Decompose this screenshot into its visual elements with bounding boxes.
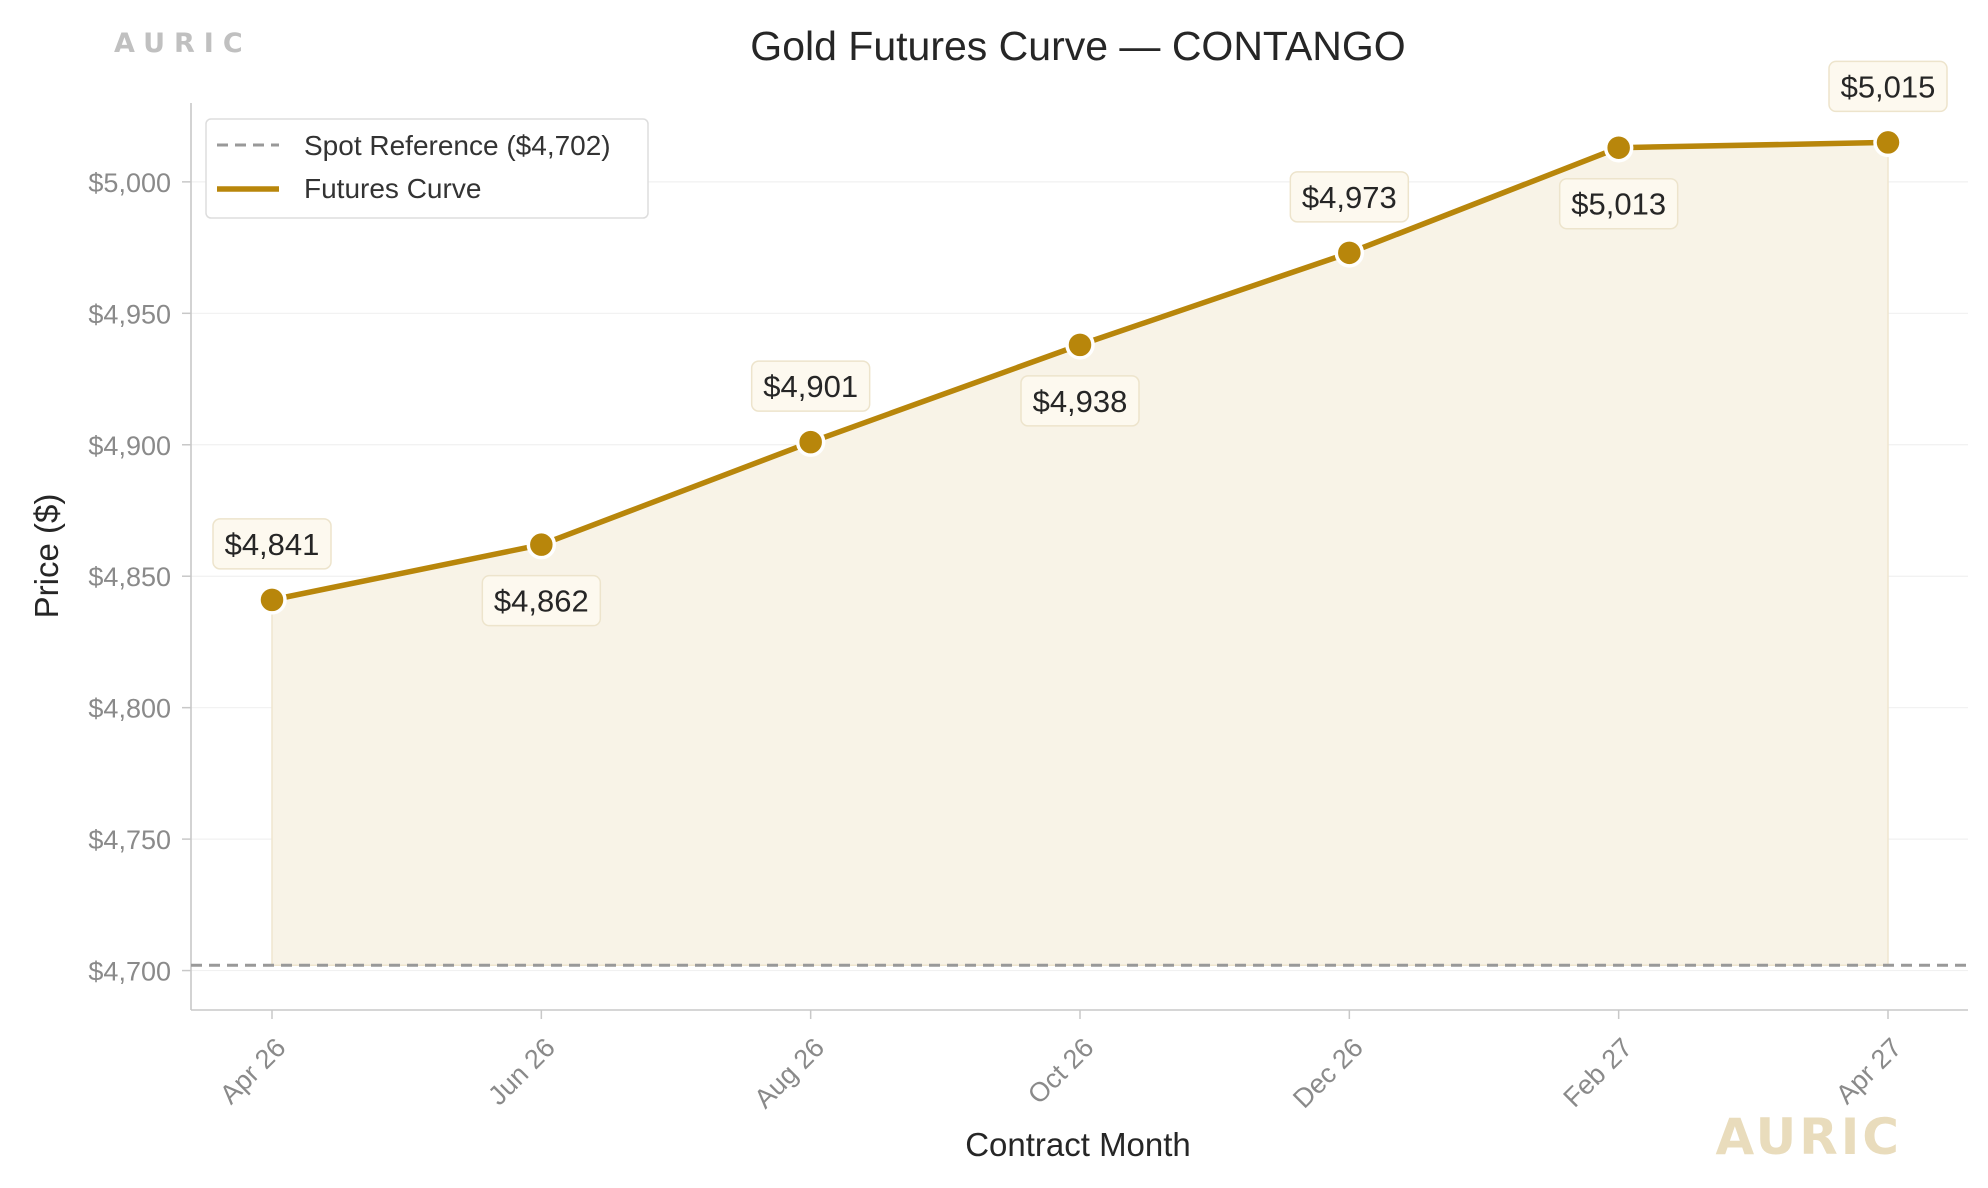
legend-box [205, 118, 649, 219]
data-label-text: $4,862 [494, 584, 589, 619]
data-label-text: $4,973 [1302, 180, 1397, 215]
y-tick-label: $4,850 [88, 562, 171, 592]
data-point [1334, 238, 1365, 268]
data-label-box [1020, 375, 1140, 427]
data-point [795, 427, 826, 457]
data-label: $4,938 [1020, 375, 1140, 427]
data-label: $4,973 [1289, 171, 1410, 223]
data-point [1603, 132, 1634, 163]
x-axis-title: Contract Month [965, 1126, 1191, 1163]
data-label: $4,862 [481, 574, 602, 627]
y-tick-label: $4,950 [88, 299, 171, 329]
points-layer [257, 127, 1903, 615]
data-label-text: $4,938 [1033, 384, 1128, 419]
data-label-box [1558, 177, 1679, 230]
data-label: $5,013 [1558, 177, 1679, 230]
data-label-text: $4,901 [763, 369, 858, 404]
y-tick-label: $4,750 [88, 825, 171, 855]
y-axis-title: Price ($) [28, 494, 65, 619]
legend: Spot Reference ($4,702) Futures Curve [205, 118, 649, 219]
data-label-box [212, 518, 332, 570]
data-label: $4,841 [212, 518, 332, 570]
brand-watermark: AURIC [1715, 1108, 1902, 1166]
data-point [257, 585, 287, 615]
y-tick-label: $4,700 [88, 957, 171, 987]
brand-top-label: AURIC [114, 28, 252, 59]
chart-title: Gold Futures Curve — CONTANGO [750, 23, 1405, 69]
data-label: $5,015 [1828, 60, 1948, 113]
data-label-box [1289, 171, 1410, 223]
data-label-box [481, 574, 602, 627]
data-label-box [1828, 60, 1948, 113]
data-label-text: $5,015 [1841, 69, 1936, 104]
data-labels-layer: $4,841 $4,862 $4,901 $4,938 $4,973 $5,013 $5,0… [212, 60, 1948, 627]
legend-curve-label: Futures Curve [304, 173, 481, 204]
data-label-text: $5,013 [1571, 187, 1666, 222]
y-tick-label: $5,000 [88, 168, 171, 198]
data-label: $4,901 [750, 360, 871, 412]
y-tick-labels: $4,700 $4,750 $4,800 $4,850 $4,900 $4,950 $5,0… [88, 168, 171, 987]
data-label-text: $4,841 [225, 527, 320, 562]
legend-spot-label: Spot Reference ($4,702) [304, 130, 611, 161]
y-tick-label: $4,900 [88, 431, 171, 461]
data-point [526, 529, 557, 560]
axes-layer [182, 103, 1968, 1019]
data-point [1873, 127, 1903, 158]
y-tick-label: $4,800 [88, 694, 171, 724]
data-point [1065, 330, 1095, 360]
data-label-box [750, 360, 871, 412]
